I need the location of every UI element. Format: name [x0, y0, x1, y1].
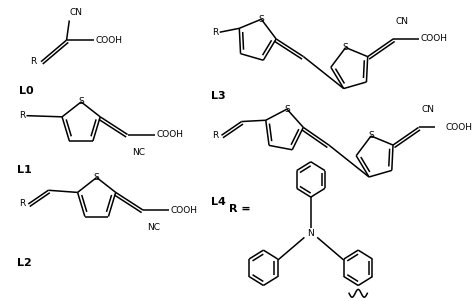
Text: R: R [19, 111, 26, 120]
Text: CN: CN [69, 8, 82, 17]
Text: CN: CN [396, 17, 409, 26]
Text: S: S [343, 43, 348, 52]
Text: COOH: COOH [157, 130, 184, 139]
Text: R: R [212, 131, 219, 140]
Text: COOH: COOH [170, 206, 197, 215]
Text: S: S [94, 173, 100, 182]
Text: R: R [30, 57, 36, 66]
Text: N: N [308, 229, 314, 238]
Text: COOH: COOH [96, 36, 123, 45]
Text: S: S [258, 15, 264, 24]
Text: NC: NC [147, 223, 161, 232]
Text: L3: L3 [210, 91, 225, 101]
Text: S: S [284, 105, 290, 113]
Text: CN: CN [421, 105, 434, 114]
Text: L2: L2 [18, 258, 32, 268]
Text: L1: L1 [18, 165, 32, 175]
Text: L4: L4 [210, 197, 226, 207]
Text: R: R [19, 200, 26, 209]
Text: S: S [78, 98, 84, 107]
Text: L0: L0 [19, 86, 34, 96]
Text: NC: NC [132, 148, 145, 157]
Text: COOH: COOH [420, 34, 447, 43]
Text: R: R [212, 28, 219, 37]
Text: S: S [368, 132, 374, 141]
Text: R =: R = [229, 204, 250, 214]
Text: COOH: COOH [446, 123, 473, 132]
